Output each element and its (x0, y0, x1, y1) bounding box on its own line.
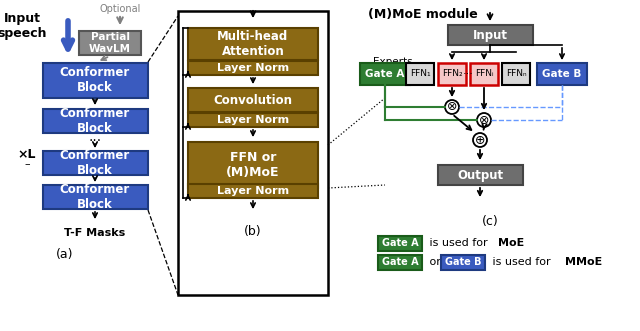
Text: –: – (24, 159, 30, 169)
Text: Layer Norm: Layer Norm (217, 186, 289, 196)
Bar (378, 235, 422, 251)
Bar (42, 151, 147, 175)
Bar (438, 165, 522, 185)
Text: FFN or
(M)MoE: FFN or (M)MoE (227, 151, 280, 179)
Text: ⊗: ⊗ (479, 114, 489, 126)
Bar (42, 63, 147, 98)
Text: ...: ... (88, 130, 102, 144)
Text: FFNₙ: FFNₙ (506, 70, 526, 78)
Bar (79, 31, 141, 55)
Text: ×L: ×L (18, 149, 36, 162)
Text: FFN₂: FFN₂ (442, 70, 462, 78)
Bar (188, 113, 318, 127)
Text: (c): (c) (482, 215, 499, 228)
Text: Gate A: Gate A (381, 257, 419, 267)
Bar (441, 255, 485, 269)
Bar (42, 185, 147, 209)
Text: Layer Norm: Layer Norm (217, 63, 289, 73)
Text: ⊕: ⊕ (475, 133, 485, 147)
Text: T-F Masks: T-F Masks (65, 228, 125, 238)
Bar (188, 61, 318, 75)
Bar (178, 11, 328, 295)
Bar (438, 63, 466, 85)
Bar (470, 63, 498, 85)
Circle shape (445, 100, 459, 114)
Bar (42, 109, 147, 133)
Bar (537, 63, 587, 85)
Text: Convolution: Convolution (214, 93, 292, 107)
Text: is used for: is used for (489, 257, 554, 267)
Text: Gate A: Gate A (381, 238, 419, 248)
Text: Optional: Optional (99, 4, 141, 14)
Bar (188, 28, 318, 60)
Text: Gate A: Gate A (365, 69, 404, 79)
Text: Multi-head
Attention: Multi-head Attention (218, 30, 289, 58)
Text: (M)MoE module: (M)MoE module (368, 8, 477, 21)
Bar (188, 142, 318, 188)
Text: ⊗: ⊗ (447, 101, 457, 114)
Bar (188, 88, 318, 112)
Text: Gate B: Gate B (542, 69, 582, 79)
Text: ···: ··· (463, 69, 474, 79)
Text: MoE: MoE (498, 238, 524, 248)
Bar (447, 25, 532, 45)
Text: Gate B: Gate B (445, 257, 481, 267)
Text: or: or (426, 257, 444, 267)
Circle shape (473, 133, 487, 147)
Text: Layer Norm: Layer Norm (217, 115, 289, 125)
Bar (378, 255, 422, 269)
Text: (b): (b) (244, 225, 262, 238)
Text: Partial
WavLM: Partial WavLM (89, 32, 131, 54)
Text: FFNᵢ: FFNᵢ (475, 70, 493, 78)
Text: Input
speech: Input speech (0, 12, 47, 40)
Text: Input: Input (472, 28, 508, 41)
Text: Conformer
Block: Conformer Block (60, 149, 130, 177)
Text: (a): (a) (56, 248, 74, 261)
Text: MMoE: MMoE (565, 257, 602, 267)
Text: Conformer
Block: Conformer Block (60, 107, 130, 135)
Text: FFN₁: FFN₁ (410, 70, 430, 78)
Circle shape (477, 113, 491, 127)
Text: Output: Output (457, 168, 503, 181)
Bar (360, 63, 410, 85)
Text: Experts: Experts (373, 57, 413, 67)
Text: Conformer
Block: Conformer Block (60, 66, 130, 94)
Bar (502, 63, 530, 85)
Bar (406, 63, 434, 85)
Text: is used for: is used for (426, 238, 491, 248)
Bar (188, 184, 318, 198)
Text: Conformer
Block: Conformer Block (60, 183, 130, 211)
